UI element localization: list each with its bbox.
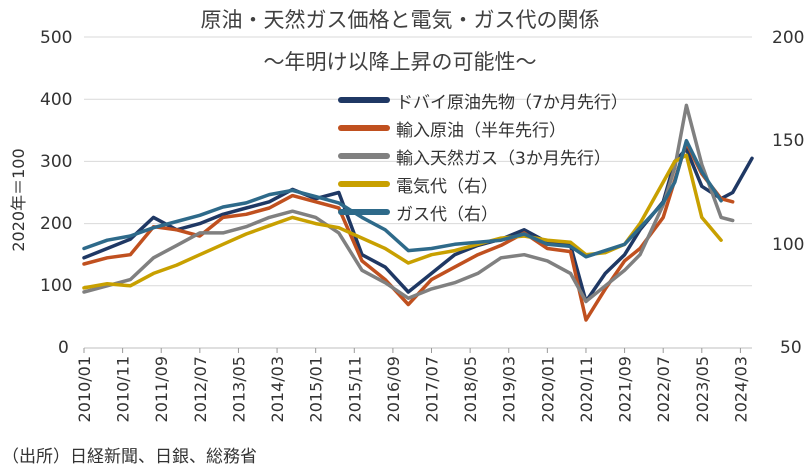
chart-subtitle: ～年明け以降上昇の可能性～	[263, 50, 537, 74]
x-tick-label-6: 2015/01	[307, 356, 326, 422]
x-tick-label-8: 2016/09	[384, 356, 403, 422]
legend-label-gas: ガス代（右）	[396, 204, 498, 225]
x-tick-label-2: 2011/09	[152, 356, 171, 422]
legend-swatch-gas	[338, 209, 390, 215]
x-tick-label-17: 2024/03	[731, 356, 750, 422]
series-line-electricity	[82, 153, 723, 290]
y-right-tick-100: 100	[772, 235, 805, 255]
legend-label-dubai: ドバイ原油先物（7か月先行）	[396, 92, 628, 113]
legend-label-electricity: 電気代（右）	[396, 176, 498, 197]
legend-item-gas: ガス代（右）	[338, 198, 628, 226]
legend-label-import-crude: 輸入原油（半年先行）	[396, 120, 566, 141]
x-tick-label-3: 2012/07	[191, 356, 210, 422]
y-axis-title: 2020年＝100	[9, 148, 28, 252]
legend-item-import-lng: 輸入天然ガス（3か月先行）	[338, 142, 628, 170]
x-tick-label-14: 2021/09	[616, 356, 635, 422]
y-right-tick-50: 50	[780, 338, 802, 358]
legend-item-electricity: 電気代（右）	[338, 170, 628, 198]
y-left-tick-500: 500	[40, 28, 73, 48]
x-tick-label-11: 2019/03	[500, 356, 519, 422]
x-tick-label-12: 2020/01	[538, 356, 557, 422]
legend-swatch-electricity	[338, 181, 390, 187]
y-left-tick-400: 400	[40, 90, 73, 110]
x-tick-label-0: 2010/01	[75, 356, 94, 422]
y-right-tick-150: 150	[772, 131, 805, 151]
legend-item-import-crude: 輸入原油（半年先行）	[338, 114, 628, 142]
x-tick-label-9: 2017/07	[423, 356, 442, 422]
y-left-tick-100: 100	[40, 276, 73, 296]
y-left-tick-200: 200	[40, 214, 73, 234]
x-tick-label-7: 2015/11	[345, 356, 364, 422]
x-tick-label-5: 2014/03	[268, 356, 287, 422]
legend-swatch-dubai	[338, 97, 390, 103]
y-right-tick-200: 200	[772, 28, 805, 48]
legend-label-import-lng: 輸入天然ガス（3か月先行）	[396, 148, 611, 169]
x-tick-label-15: 2022/07	[654, 356, 673, 422]
x-tick-label-4: 2013/05	[229, 356, 248, 422]
legend-swatch-import-crude	[338, 125, 390, 131]
legend-swatch-import-lng	[338, 153, 390, 159]
y-left-tick-300: 300	[40, 152, 73, 172]
y-left-tick-0: 0	[58, 338, 69, 358]
chart-title: 原油・天然ガス価格と電気・ガス代の関係	[200, 8, 600, 32]
chart-legend: ドバイ原油先物（7か月先行） 輸入原油（半年先行） 輸入天然ガス（3か月先行） …	[338, 86, 628, 226]
series-line-gas	[82, 138, 723, 259]
x-tick-label-10: 2018/05	[461, 356, 480, 422]
x-tick-label-1: 2010/11	[114, 356, 133, 422]
x-tick-label-13: 2020/11	[577, 356, 596, 422]
source-note: （出所）日経新聞、日銀、総務省	[2, 447, 257, 467]
series-layer	[82, 103, 754, 322]
axes: 2010/01 2010/11 2011/09 2012/07 2013/05 2014/…	[75, 348, 750, 422]
legend-item-dubai: ドバイ原油先物（7か月先行）	[338, 86, 628, 114]
series-line-import-lng	[82, 103, 735, 304]
x-tick-label-16: 2023/05	[693, 356, 712, 422]
